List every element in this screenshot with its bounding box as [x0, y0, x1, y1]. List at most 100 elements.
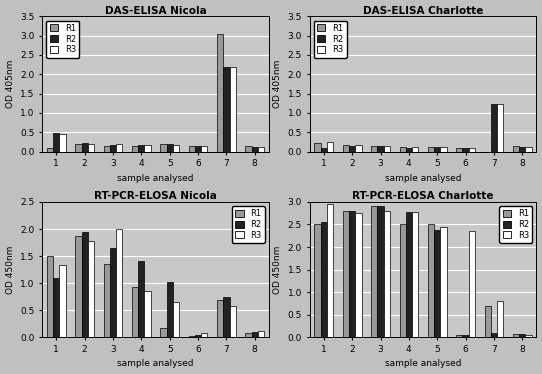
X-axis label: sample analysed: sample analysed [385, 174, 461, 183]
X-axis label: sample analysed: sample analysed [385, 359, 461, 368]
Legend: R1, R2, R3: R1, R2, R3 [46, 21, 79, 58]
Bar [327, 204, 333, 337]
Bar [173, 302, 179, 337]
Bar [138, 261, 145, 337]
Bar [519, 147, 525, 151]
Bar [138, 145, 145, 151]
Bar [384, 211, 390, 337]
Bar [246, 146, 251, 151]
Bar [53, 133, 60, 151]
Y-axis label: OD 405nm: OD 405nm [273, 60, 282, 108]
Bar [513, 146, 519, 151]
Bar [110, 145, 116, 151]
Bar [406, 212, 412, 337]
Bar [377, 206, 384, 337]
Bar [195, 335, 201, 337]
Bar [525, 335, 532, 337]
Bar [132, 146, 138, 151]
Bar [189, 335, 195, 337]
Bar [434, 147, 440, 151]
X-axis label: sample analysed: sample analysed [117, 174, 194, 183]
Bar [81, 232, 88, 337]
Bar [343, 145, 349, 151]
Bar [246, 333, 251, 337]
Bar [104, 264, 110, 337]
Bar [428, 147, 434, 151]
Bar [456, 335, 462, 337]
Bar [384, 146, 390, 151]
Title: RT-PCR-ELOSA Nicola: RT-PCR-ELOSA Nicola [94, 191, 217, 201]
Bar [173, 145, 179, 151]
Bar [201, 334, 208, 337]
Bar [399, 147, 406, 151]
Bar [485, 306, 491, 337]
Bar [349, 211, 356, 337]
Bar [314, 224, 321, 337]
Bar [189, 146, 195, 151]
Bar [469, 231, 475, 337]
Bar [223, 67, 229, 151]
Legend: R1, R2, R3: R1, R2, R3 [232, 206, 264, 243]
Bar [356, 213, 362, 337]
Bar [75, 236, 81, 337]
Bar [88, 241, 94, 337]
Bar [251, 147, 258, 151]
Bar [229, 67, 236, 151]
Y-axis label: OD 450nm: OD 450nm [5, 245, 15, 294]
Bar [412, 147, 418, 151]
Bar [491, 333, 497, 337]
Bar [75, 144, 81, 151]
Bar [469, 148, 475, 151]
Bar [116, 229, 122, 337]
Bar [160, 144, 166, 151]
Bar [412, 212, 418, 337]
Bar [60, 265, 66, 337]
Bar [456, 148, 462, 151]
Bar [47, 148, 53, 151]
Bar [116, 144, 122, 151]
Bar [166, 144, 173, 151]
Bar [321, 148, 327, 151]
Bar [132, 287, 138, 337]
Bar [513, 334, 519, 337]
Bar [356, 145, 362, 151]
Title: DAS-ELISA Charlotte: DAS-ELISA Charlotte [363, 6, 483, 16]
Bar [229, 306, 236, 337]
Bar [47, 256, 53, 337]
Bar [195, 146, 201, 151]
Bar [349, 146, 356, 151]
Bar [434, 230, 440, 337]
Bar [258, 147, 264, 151]
Bar [160, 328, 166, 337]
Bar [440, 227, 447, 337]
Bar [88, 144, 94, 151]
Legend: R1, R2, R3: R1, R2, R3 [314, 21, 347, 58]
Bar [166, 282, 173, 337]
Bar [462, 148, 469, 151]
Bar [371, 206, 377, 337]
Bar [406, 148, 412, 151]
Bar [251, 332, 258, 337]
Title: RT-PCR-ELOSA Charlotte: RT-PCR-ELOSA Charlotte [352, 191, 494, 201]
Bar [258, 331, 264, 337]
Bar [497, 104, 504, 151]
X-axis label: sample analysed: sample analysed [117, 359, 194, 368]
Bar [223, 297, 229, 337]
Bar [145, 291, 151, 337]
Legend: R1, R2, R3: R1, R2, R3 [499, 206, 532, 243]
Bar [343, 211, 349, 337]
Bar [217, 34, 223, 151]
Bar [428, 224, 434, 337]
Bar [314, 143, 321, 151]
Bar [519, 334, 525, 337]
Bar [525, 147, 532, 151]
Bar [110, 248, 116, 337]
Bar [491, 104, 497, 151]
Bar [217, 300, 223, 337]
Bar [321, 222, 327, 337]
Y-axis label: OD 405nm: OD 405nm [5, 60, 15, 108]
Bar [81, 143, 88, 151]
Bar [201, 146, 208, 151]
Bar [440, 147, 447, 151]
Bar [53, 278, 60, 337]
